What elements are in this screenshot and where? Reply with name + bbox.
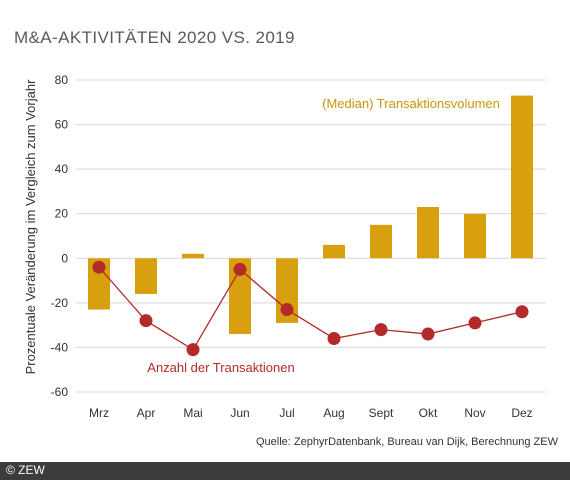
- x-tick-label: Aug: [323, 406, 344, 420]
- line-point: [515, 305, 529, 319]
- line-point: [327, 332, 341, 346]
- x-tick-label: Mai: [183, 406, 202, 420]
- line-point: [233, 262, 247, 276]
- footer-bar: © ZEW: [0, 462, 570, 480]
- bar-layer: [88, 95, 533, 335]
- y-tick-label: -40: [51, 340, 69, 354]
- line-series-label: Anzahl der Transaktionen: [147, 360, 294, 375]
- x-tick-label: Sept: [369, 406, 394, 420]
- line-point: [374, 323, 388, 337]
- source-note: Quelle: ZephyrDatenbank, Bureau van Dijk…: [255, 436, 558, 448]
- line-series: [98, 266, 523, 351]
- y-tick-label: 20: [55, 207, 69, 221]
- line-point: [421, 327, 435, 341]
- y-tick-label: 40: [55, 162, 69, 176]
- x-tick-label: Dez: [511, 406, 532, 420]
- bar: [182, 253, 204, 259]
- chart-title: M&A-AKTIVITÄTEN 2020 VS. 2019: [14, 28, 295, 47]
- copyright-text: © ZEW: [6, 463, 45, 477]
- bar: [370, 224, 392, 259]
- y-axis-label: Prozentuale Veränderung im Vergleich zum…: [23, 79, 38, 375]
- line-point: [92, 260, 106, 274]
- tick-layer: 80 60 40 20 0 -20 -40 -60 Mrz Apr Mai Jun Jul Aug Sept…: [51, 73, 533, 420]
- bar-series-label: (Median) Transaktionsvolumen: [322, 96, 500, 111]
- line-point: [186, 343, 200, 357]
- x-tick-label: Mrz: [89, 406, 109, 420]
- y-tick-label: 0: [61, 251, 68, 265]
- y-tick-label: -60: [51, 385, 69, 399]
- line-point: [468, 316, 482, 330]
- x-tick-label: Jul: [279, 406, 294, 420]
- x-tick-label: Jun: [230, 406, 249, 420]
- y-tick-label: -20: [51, 296, 69, 310]
- y-tick-label: 60: [55, 118, 69, 132]
- bar: [417, 207, 439, 259]
- chart-plot: 80 60 40 20 0 -20 -40 -60 Mrz Apr Mai Jun Jul Aug Sept…: [23, 73, 546, 420]
- bar: [464, 213, 486, 259]
- x-tick-label: Apr: [137, 406, 156, 420]
- x-tick-label: Okt: [419, 406, 438, 420]
- bar: [135, 258, 157, 294]
- bar: [229, 258, 251, 335]
- line-point: [280, 303, 294, 317]
- bar: [323, 244, 345, 259]
- bar: [88, 258, 110, 310]
- bar: [511, 95, 533, 259]
- y-tick-label: 80: [55, 73, 69, 87]
- x-tick-label: Nov: [464, 406, 485, 420]
- point-layer: [92, 260, 529, 357]
- line-point: [139, 314, 153, 328]
- line-layer: [98, 266, 523, 351]
